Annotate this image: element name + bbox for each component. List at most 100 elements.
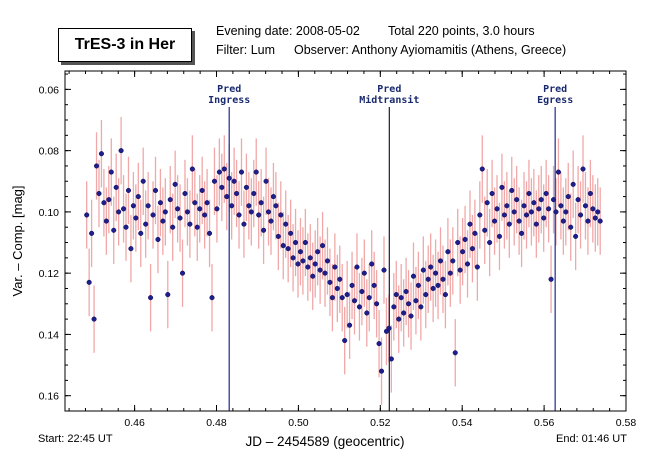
data-point <box>430 285 436 292</box>
data-point <box>337 276 343 282</box>
data-point <box>145 203 151 209</box>
data-point <box>295 261 301 267</box>
data-point <box>447 270 453 276</box>
data-point <box>369 261 375 267</box>
data-point <box>219 184 225 190</box>
data-point <box>492 218 498 224</box>
y-tick-label: 0.14 <box>39 329 60 341</box>
data-point <box>214 206 220 212</box>
data-point <box>229 203 235 209</box>
data-point <box>403 288 409 295</box>
data-point <box>297 249 304 255</box>
data-point <box>418 304 424 310</box>
data-point <box>388 356 394 362</box>
data-point <box>410 273 417 279</box>
data-point <box>541 215 547 221</box>
data-point <box>268 218 274 224</box>
data-point <box>440 276 446 282</box>
data-point <box>128 246 134 252</box>
data-point <box>211 178 218 184</box>
data-point <box>231 178 237 184</box>
data-point <box>133 215 139 221</box>
x-tick-label: 0.50 <box>288 417 309 429</box>
data-point <box>371 282 377 288</box>
data-point <box>494 206 500 212</box>
data-point <box>162 209 168 215</box>
data-point <box>396 316 402 322</box>
data-point <box>125 187 132 194</box>
data-point <box>482 227 488 233</box>
y-tick-label: 0.06 <box>39 84 60 96</box>
data-point <box>312 261 318 267</box>
data-point <box>157 200 163 206</box>
data-point <box>170 224 176 230</box>
data-point <box>93 163 100 169</box>
data-point <box>568 224 574 230</box>
data-point <box>327 279 333 285</box>
data-point <box>464 261 471 267</box>
predicted-marker-label: Pred <box>543 84 567 95</box>
data-point <box>155 236 161 243</box>
data-point <box>226 175 232 181</box>
evening-date: Evening date: 2008-05-02 <box>216 24 360 38</box>
data-point <box>580 166 586 172</box>
data-point <box>406 301 412 307</box>
data-point <box>84 212 90 218</box>
data-point <box>573 233 579 239</box>
data-point <box>135 194 141 200</box>
data-point <box>366 295 372 301</box>
data-point <box>450 258 456 264</box>
data-point <box>89 230 95 236</box>
data-point <box>536 206 542 212</box>
data-point <box>317 267 323 273</box>
data-point <box>457 267 463 273</box>
data-point <box>288 230 294 236</box>
data-point <box>469 246 475 252</box>
data-point <box>261 227 267 233</box>
data-point <box>420 267 426 273</box>
data-point <box>462 236 468 243</box>
data-point <box>238 169 245 175</box>
data-point <box>548 276 554 282</box>
data-point <box>194 224 200 230</box>
data-point <box>577 212 584 218</box>
data-point <box>356 304 362 310</box>
data-point <box>499 184 505 190</box>
data-point <box>236 212 242 218</box>
data-point <box>221 166 227 172</box>
data-point <box>189 166 195 172</box>
predicted-marker-label: Midtransit <box>359 94 419 106</box>
data-point <box>165 292 171 298</box>
data-point <box>423 292 429 298</box>
data-point <box>263 178 269 184</box>
y-tick-label: 0.10 <box>39 207 60 219</box>
data-point <box>206 230 213 236</box>
data-point <box>339 295 345 301</box>
x-tick-label: 0.54 <box>452 417 473 429</box>
data-point <box>344 292 350 298</box>
data-point <box>351 298 358 304</box>
data-point <box>521 203 527 209</box>
data-point <box>489 190 495 197</box>
data-point <box>575 197 581 203</box>
data-point <box>292 239 299 246</box>
data-point <box>349 282 355 288</box>
data-point <box>590 206 596 212</box>
predicted-marker-label: Pred <box>217 84 241 95</box>
data-point <box>130 203 136 209</box>
y-axis: 0.06 0.08 0.10 0.12 0.14 0.16 <box>39 73 626 403</box>
data-point <box>116 209 122 215</box>
plot-frame <box>64 70 627 412</box>
data-point <box>516 218 522 224</box>
x-tick-label: 0.58 <box>616 417 637 429</box>
data-point <box>248 209 254 215</box>
data-point <box>96 190 102 197</box>
data-point <box>467 221 473 227</box>
data-point <box>182 190 188 197</box>
error-bars <box>86 116 601 405</box>
data-point <box>332 264 338 270</box>
data-point <box>359 288 365 295</box>
data-point <box>347 322 353 328</box>
data-point <box>302 239 308 246</box>
data-point <box>504 203 510 209</box>
